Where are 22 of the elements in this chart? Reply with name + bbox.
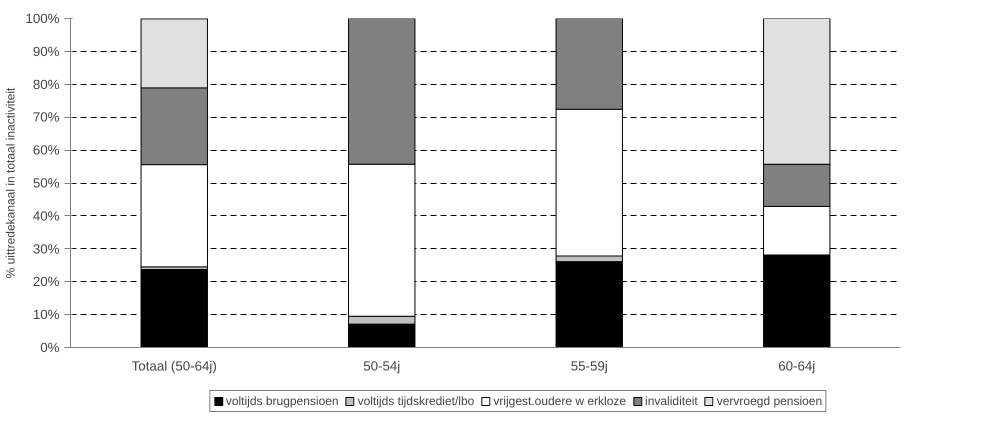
legend-label: voltijds tijdskrediet/lbo (358, 394, 474, 408)
x-tick-label: 60-64j (778, 358, 816, 374)
x-tick-label: 50-54j (363, 358, 400, 374)
y-tick-label: 10% (32, 307, 60, 322)
y-tick-label: 0% (40, 340, 60, 355)
y-axis-title: % uittredekanaal in totaal inactiviteit (3, 86, 18, 278)
y-tick-label: 100% (25, 11, 60, 26)
y-tick-label: 90% (32, 44, 60, 59)
y-tick-label: 70% (32, 110, 60, 125)
y-tick-label: 40% (32, 208, 60, 224)
y-tick-label: 80% (32, 76, 60, 92)
legend-label: vrijgest.oudere w erkloze (493, 394, 626, 408)
x-tick-label: 55-59j (570, 358, 608, 374)
y-tick-label: 50% (32, 176, 60, 190)
y-tick-label: 20% (32, 274, 60, 290)
x-tick-label: Totaal (50-64j) (132, 358, 217, 374)
legend-label: invaliditeit (645, 394, 698, 408)
legend-label: vervroegd pensioen (716, 394, 822, 408)
legend-label: voltijds brugpensioen (226, 394, 339, 408)
y-tick-label: 60% (32, 142, 60, 158)
y-tick-label: 30% (32, 241, 60, 256)
bar (140, 269, 208, 348)
